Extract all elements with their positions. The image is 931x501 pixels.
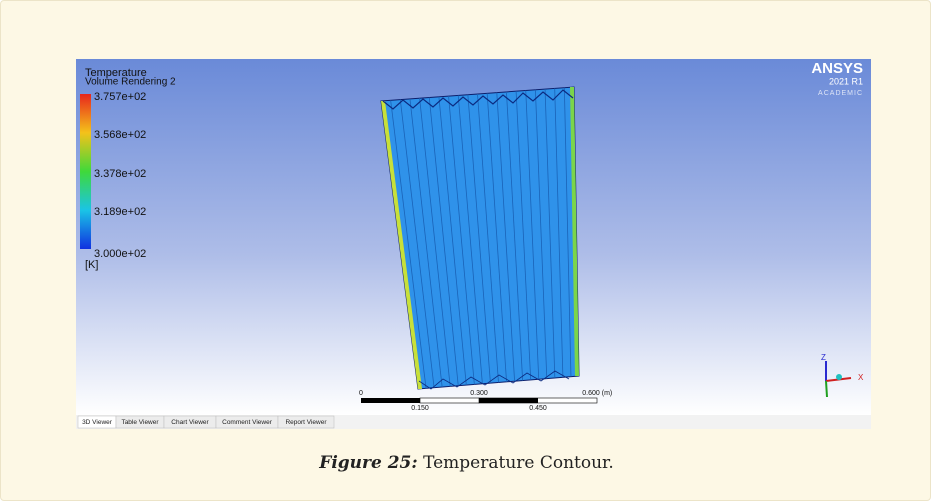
tab-label[interactable]: Comment Viewer — [222, 419, 273, 426]
scale-label: 0.450 — [529, 405, 547, 412]
scale-label: 0.150 — [411, 405, 429, 412]
page: Temperature Volume Rendering 2 3.757e+02… — [0, 0, 931, 501]
legend-label: 3.189e+02 — [94, 206, 146, 218]
axis-label: Z — [821, 353, 826, 362]
logo-edition: ACADEMIC — [818, 90, 863, 97]
scale-label: 0 — [359, 390, 363, 397]
tab-label[interactable]: Report Viewer — [285, 419, 327, 426]
axis-label: X — [858, 373, 864, 382]
caption-label: Figure 25: — [319, 453, 417, 473]
logo-brand: ANSYS — [811, 60, 863, 77]
legend-unit: [K] — [85, 259, 98, 271]
legend-label: 3.568e+02 — [94, 129, 146, 141]
scale-label: 0.300 — [470, 390, 488, 397]
caption-text: Temperature Contour. — [423, 453, 614, 473]
colorbar — [80, 94, 91, 249]
legend-label: 3.000e+02 — [94, 248, 146, 260]
scale-bar — [361, 398, 597, 403]
legend-label: 3.757e+02 — [94, 91, 146, 103]
caption: Figure 25: Temperature Contour. — [1, 453, 931, 473]
scale-label: 0.600 — [582, 390, 600, 397]
logo-version: 2021 R1 — [829, 76, 863, 86]
legend-label: 3.378e+02 — [94, 168, 146, 180]
tab-label[interactable]: 3D Viewer — [82, 419, 113, 426]
legend-subtitle: Volume Rendering 2 — [85, 77, 176, 88]
figure: Temperature Volume Rendering 2 3.757e+02… — [1, 1, 931, 441]
tab-label[interactable]: Chart Viewer — [171, 419, 209, 426]
tab-label[interactable]: Table Viewer — [121, 419, 159, 426]
scale-unit: (m) — [602, 390, 613, 397]
